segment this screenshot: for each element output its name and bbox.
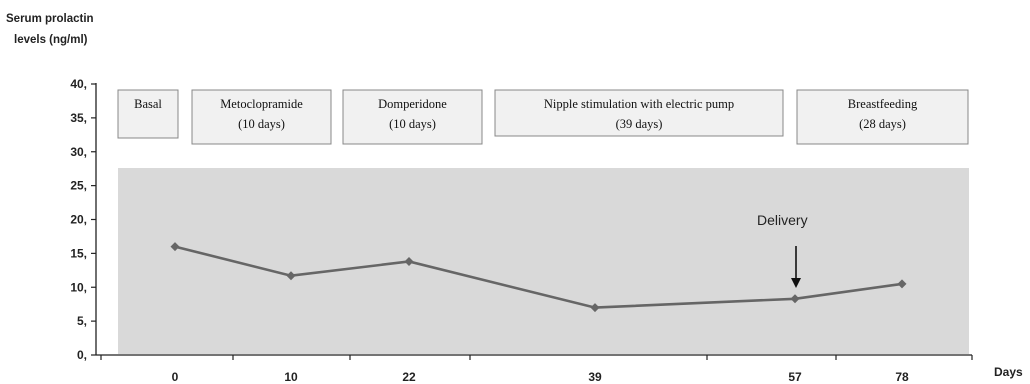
data-point-day-10	[286, 271, 296, 281]
phase-box-4: Breastfeeding (28 days)	[796, 89, 969, 145]
y-tick-label: 40,	[70, 77, 87, 91]
phase-box-0: Basal	[117, 89, 179, 139]
y-axis-label-line-2: levels (ng/ml)	[14, 34, 88, 46]
x-tick-label: 10	[284, 370, 298, 384]
treatment-phases: Basal Metoclopramide (10 days) Domperidone (…	[117, 89, 969, 145]
phase-box-rect	[117, 89, 179, 139]
phase-label-line: Metoclopramide	[220, 97, 303, 111]
phase-box-2: Domperidone (10 days)	[342, 89, 483, 145]
delivery-label: Delivery	[757, 212, 808, 228]
data-point-day-39	[590, 303, 600, 313]
x-tick-label: 57	[788, 370, 802, 384]
phase-box-rect	[191, 89, 332, 145]
y-tick-label: 0,	[77, 348, 87, 362]
plot-background	[118, 168, 969, 354]
x-tick-label: 0	[172, 370, 179, 384]
y-tick-label: 10,	[70, 280, 87, 294]
phase-label-line: Domperidone	[378, 97, 447, 111]
prolactin-series	[170, 242, 907, 313]
data-point-day-0	[170, 242, 180, 252]
x-tick-label: 78	[895, 370, 909, 384]
series-line	[174, 245, 903, 309]
data-point-day-78	[897, 279, 907, 289]
y-axis-label: Serum prolactin levels (ng/ml)	[6, 13, 94, 46]
phase-label-line: Nipple stimulation with electric pump	[544, 97, 734, 111]
x-tick-label: 39	[588, 370, 602, 384]
y-axis-label-line-1: Serum prolactin	[6, 13, 94, 25]
delivery-arrow-head	[791, 278, 801, 288]
y-tick-label: 25,	[70, 179, 87, 193]
phase-box-rect	[494, 89, 784, 137]
phase-label-line: Basal	[134, 97, 162, 111]
y-tick-label: 5,	[77, 314, 87, 328]
phase-box-1: Metoclopramide (10 days)	[191, 89, 332, 145]
phase-label-line: Breastfeeding	[848, 97, 918, 111]
delivery-annotation: Delivery	[757, 212, 808, 288]
phase-label-line: (28 days)	[859, 117, 906, 131]
phase-label-line: (10 days)	[238, 117, 285, 131]
phase-label-line: (39 days)	[616, 117, 663, 131]
phase-box-rect	[796, 89, 969, 145]
data-point-day-22	[404, 257, 414, 267]
y-tick-label: 15,	[70, 246, 87, 260]
x-tick-label: 22	[402, 370, 416, 384]
y-tick-label: 20,	[70, 213, 87, 227]
axes: 0, 5, 10, 15, 20, 25, 30, 35, 40, 0 10 22 39 57 78	[70, 77, 973, 384]
x-axis-label: Days	[994, 365, 1023, 379]
phase-label-line: (10 days)	[389, 117, 436, 131]
phase-box-rect	[342, 89, 483, 145]
phase-box-3: Nipple stimulation with electric pump (39…	[494, 89, 784, 137]
y-tick-label: 30,	[70, 145, 87, 159]
y-tick-label: 35,	[70, 111, 87, 125]
data-point-day-57	[790, 294, 800, 304]
